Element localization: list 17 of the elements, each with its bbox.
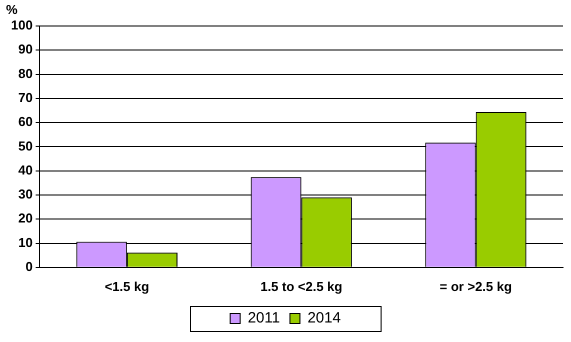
y-tick-label: 60 <box>18 114 33 130</box>
legend-label: 2014 <box>307 310 341 327</box>
x-tick-label: = or >2.5 kg <box>440 278 512 294</box>
y-tick-label: 50 <box>18 138 33 154</box>
y-axis-title: % <box>6 2 18 18</box>
legend-label: 2011 <box>248 310 280 327</box>
y-tick-label: 90 <box>18 42 33 57</box>
y-tick-label: 100 <box>10 18 33 33</box>
y-tick-label: 20 <box>18 210 33 226</box>
y-tick-label: 70 <box>18 90 33 105</box>
x-tick-label: <1.5 kg <box>104 278 150 294</box>
x-tick-label: 1.5 to <2.5 kg <box>260 278 342 294</box>
y-tick-label: 10 <box>18 234 33 250</box>
y-tick-label: 30 <box>18 186 33 202</box>
y-tick-label: 80 <box>18 66 33 81</box>
y-tick-label: 40 <box>18 162 33 178</box>
y-tick-label: 0 <box>25 258 33 274</box>
